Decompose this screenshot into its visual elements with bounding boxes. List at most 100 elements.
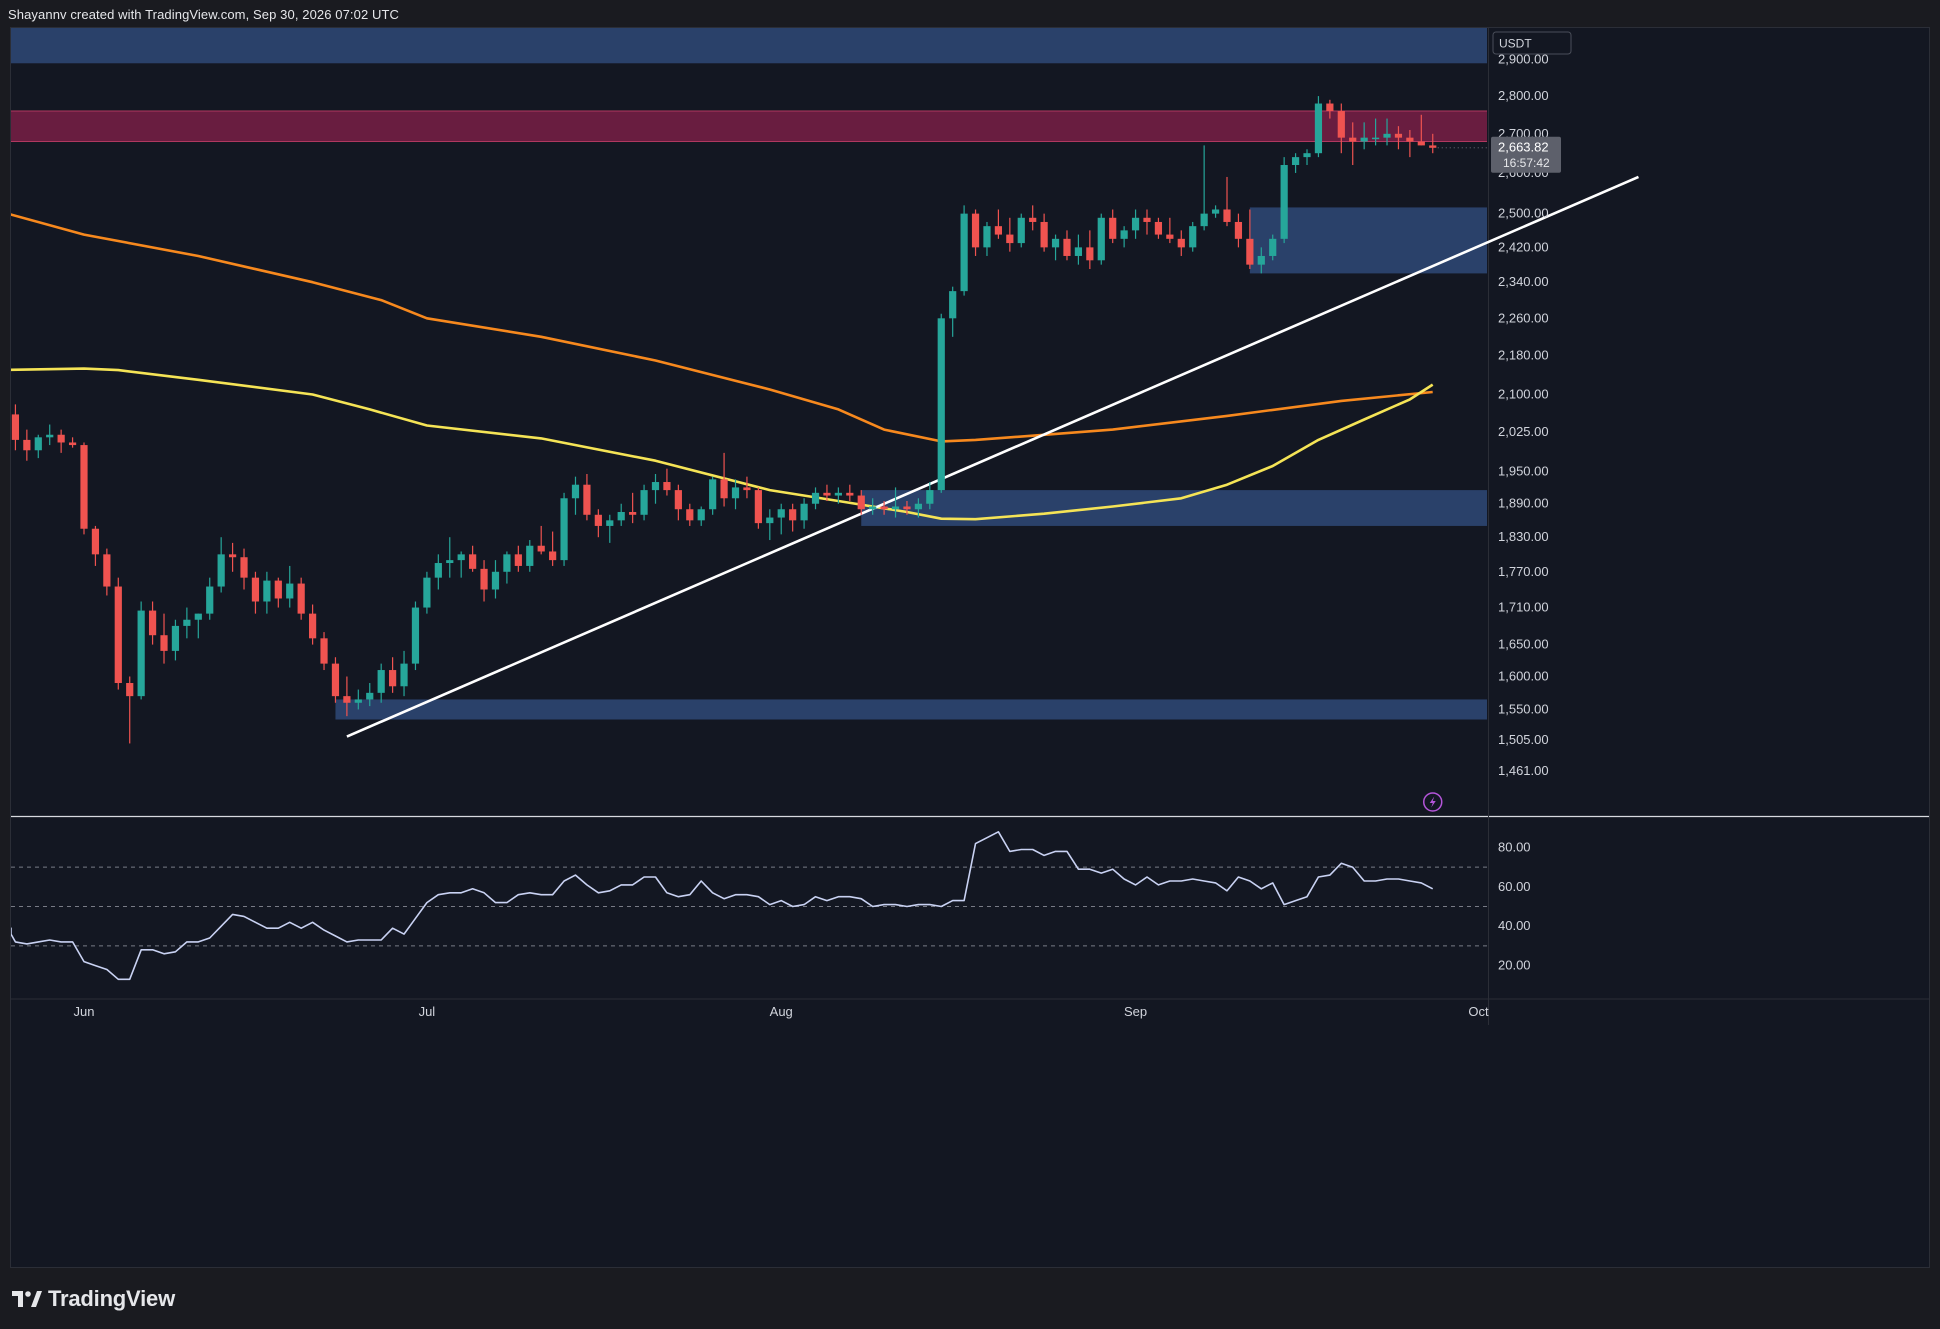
candle	[686, 503, 694, 526]
candle-body	[331, 663, 340, 697]
candle-body	[446, 560, 454, 564]
candle	[880, 501, 888, 515]
candle-body	[857, 495, 865, 510]
candle-body	[846, 492, 854, 496]
currency-badge-box	[1492, 31, 1572, 55]
candle-body	[1074, 247, 1083, 256]
candle-body	[457, 554, 465, 561]
chart-attribution: Shayannv created with TradingView.com, S…	[8, 7, 400, 22]
candle	[491, 560, 500, 599]
oscillator-tick-label: 60.00	[1498, 879, 1531, 894]
candle-body	[1177, 238, 1185, 248]
candle-body	[583, 484, 591, 515]
candle	[1223, 176, 1231, 227]
candle-body	[228, 554, 237, 558]
supply-zone-0	[11, 111, 1487, 142]
candle	[411, 601, 420, 671]
price-tick-label: 1,770.00	[1498, 564, 1549, 579]
candle-body	[1097, 217, 1105, 261]
candle-body	[1166, 234, 1174, 239]
candle-body	[1314, 103, 1323, 154]
candle	[446, 537, 454, 578]
last-price-countdown: 16:57:42	[1503, 156, 1550, 170]
candle-body	[377, 670, 385, 693]
price-chart[interactable]: 1,461.00 1,505.00 1,550.00 1,600.00 1,650.00…	[0, 28, 1929, 1267]
candle	[914, 498, 922, 518]
candle	[366, 683, 374, 707]
candle	[846, 484, 854, 502]
candle-body	[720, 479, 728, 499]
candle	[937, 313, 945, 493]
candle-body	[491, 571, 500, 590]
candle-body	[80, 445, 88, 529]
candle-body	[1051, 238, 1060, 248]
candle	[1086, 230, 1094, 270]
candle-body	[160, 635, 168, 651]
brand-name: TradingView	[48, 1286, 175, 1311]
candle	[57, 429, 65, 453]
candle-body	[709, 479, 717, 510]
candle-body	[1246, 238, 1254, 265]
tradingview-brand[interactable]: TradingView	[12, 1286, 175, 1312]
candle-body	[766, 517, 774, 524]
candle	[240, 548, 248, 590]
lightning-icon	[1422, 792, 1443, 812]
candle	[1303, 149, 1311, 166]
candle-body	[674, 490, 682, 510]
candle	[537, 525, 545, 555]
candle-body	[1337, 111, 1345, 138]
candle-body	[891, 506, 900, 510]
candle	[480, 560, 488, 602]
candle	[549, 531, 557, 566]
candle-body	[171, 625, 180, 651]
candle	[971, 209, 980, 256]
candle	[1166, 217, 1174, 244]
chart-frame[interactable]: 1,461.00 1,505.00 1,550.00 1,600.00 1,650.00…	[0, 27, 1930, 1268]
candle	[1349, 122, 1357, 166]
candle	[1017, 213, 1025, 248]
candle-layer	[11, 96, 1437, 744]
candle-body	[354, 699, 362, 703]
candle	[731, 479, 740, 510]
price-tick-label: 2,800.00	[1498, 88, 1549, 103]
axis-layer: 1,461.00 1,505.00 1,550.00 1,600.00 1,650.00…	[74, 52, 1549, 1019]
candle-body	[194, 613, 202, 620]
candle	[423, 571, 431, 614]
candle	[1371, 118, 1380, 146]
candle	[1246, 209, 1254, 270]
candle-body	[686, 509, 694, 521]
candle	[103, 548, 111, 596]
candle	[206, 577, 214, 620]
candle-body	[834, 492, 842, 496]
candle-body	[971, 213, 980, 248]
candle	[1257, 247, 1265, 274]
candle-body	[823, 492, 831, 496]
candle-body	[549, 551, 557, 561]
candle-body	[251, 577, 260, 602]
candle-body	[869, 506, 877, 510]
candle-body	[1280, 165, 1288, 239]
candle	[377, 663, 385, 703]
candle	[651, 473, 660, 504]
candle	[194, 613, 202, 639]
candle	[400, 650, 408, 697]
candle	[1131, 209, 1140, 239]
candle-body	[526, 545, 534, 566]
candle	[571, 476, 580, 515]
candle	[1429, 133, 1437, 154]
grid-layer	[11, 28, 1929, 1025]
candle	[34, 434, 42, 459]
candle	[171, 619, 180, 661]
price-tick-label: 2,180.00	[1498, 348, 1549, 363]
candle-body	[1349, 137, 1357, 142]
candle-body	[1417, 141, 1425, 146]
price-tick-label: 1,461.00	[1498, 763, 1549, 778]
time-tick-label: Jul	[419, 1004, 436, 1019]
price-tick-label: 1,710.00	[1498, 600, 1549, 615]
candle-body	[434, 563, 442, 578]
candle-body	[1383, 133, 1391, 138]
candle-body	[320, 638, 328, 664]
candle	[606, 514, 614, 543]
candle	[720, 452, 728, 507]
candle-body	[1406, 137, 1414, 142]
